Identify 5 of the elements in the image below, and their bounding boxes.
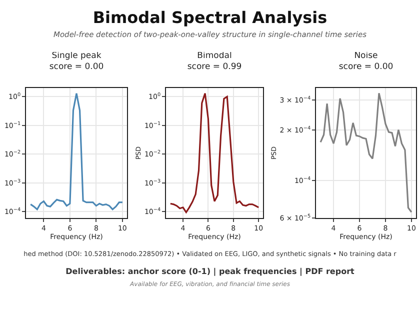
line-series — [30, 92, 124, 210]
line-series — [320, 92, 412, 213]
text: Bimodal Spectral Analysis — [92, 8, 328, 27]
line-series — [170, 92, 260, 214]
text: Deliverables: anchor score (0-1) | peak frequencies | PDF report — [64, 267, 356, 276]
